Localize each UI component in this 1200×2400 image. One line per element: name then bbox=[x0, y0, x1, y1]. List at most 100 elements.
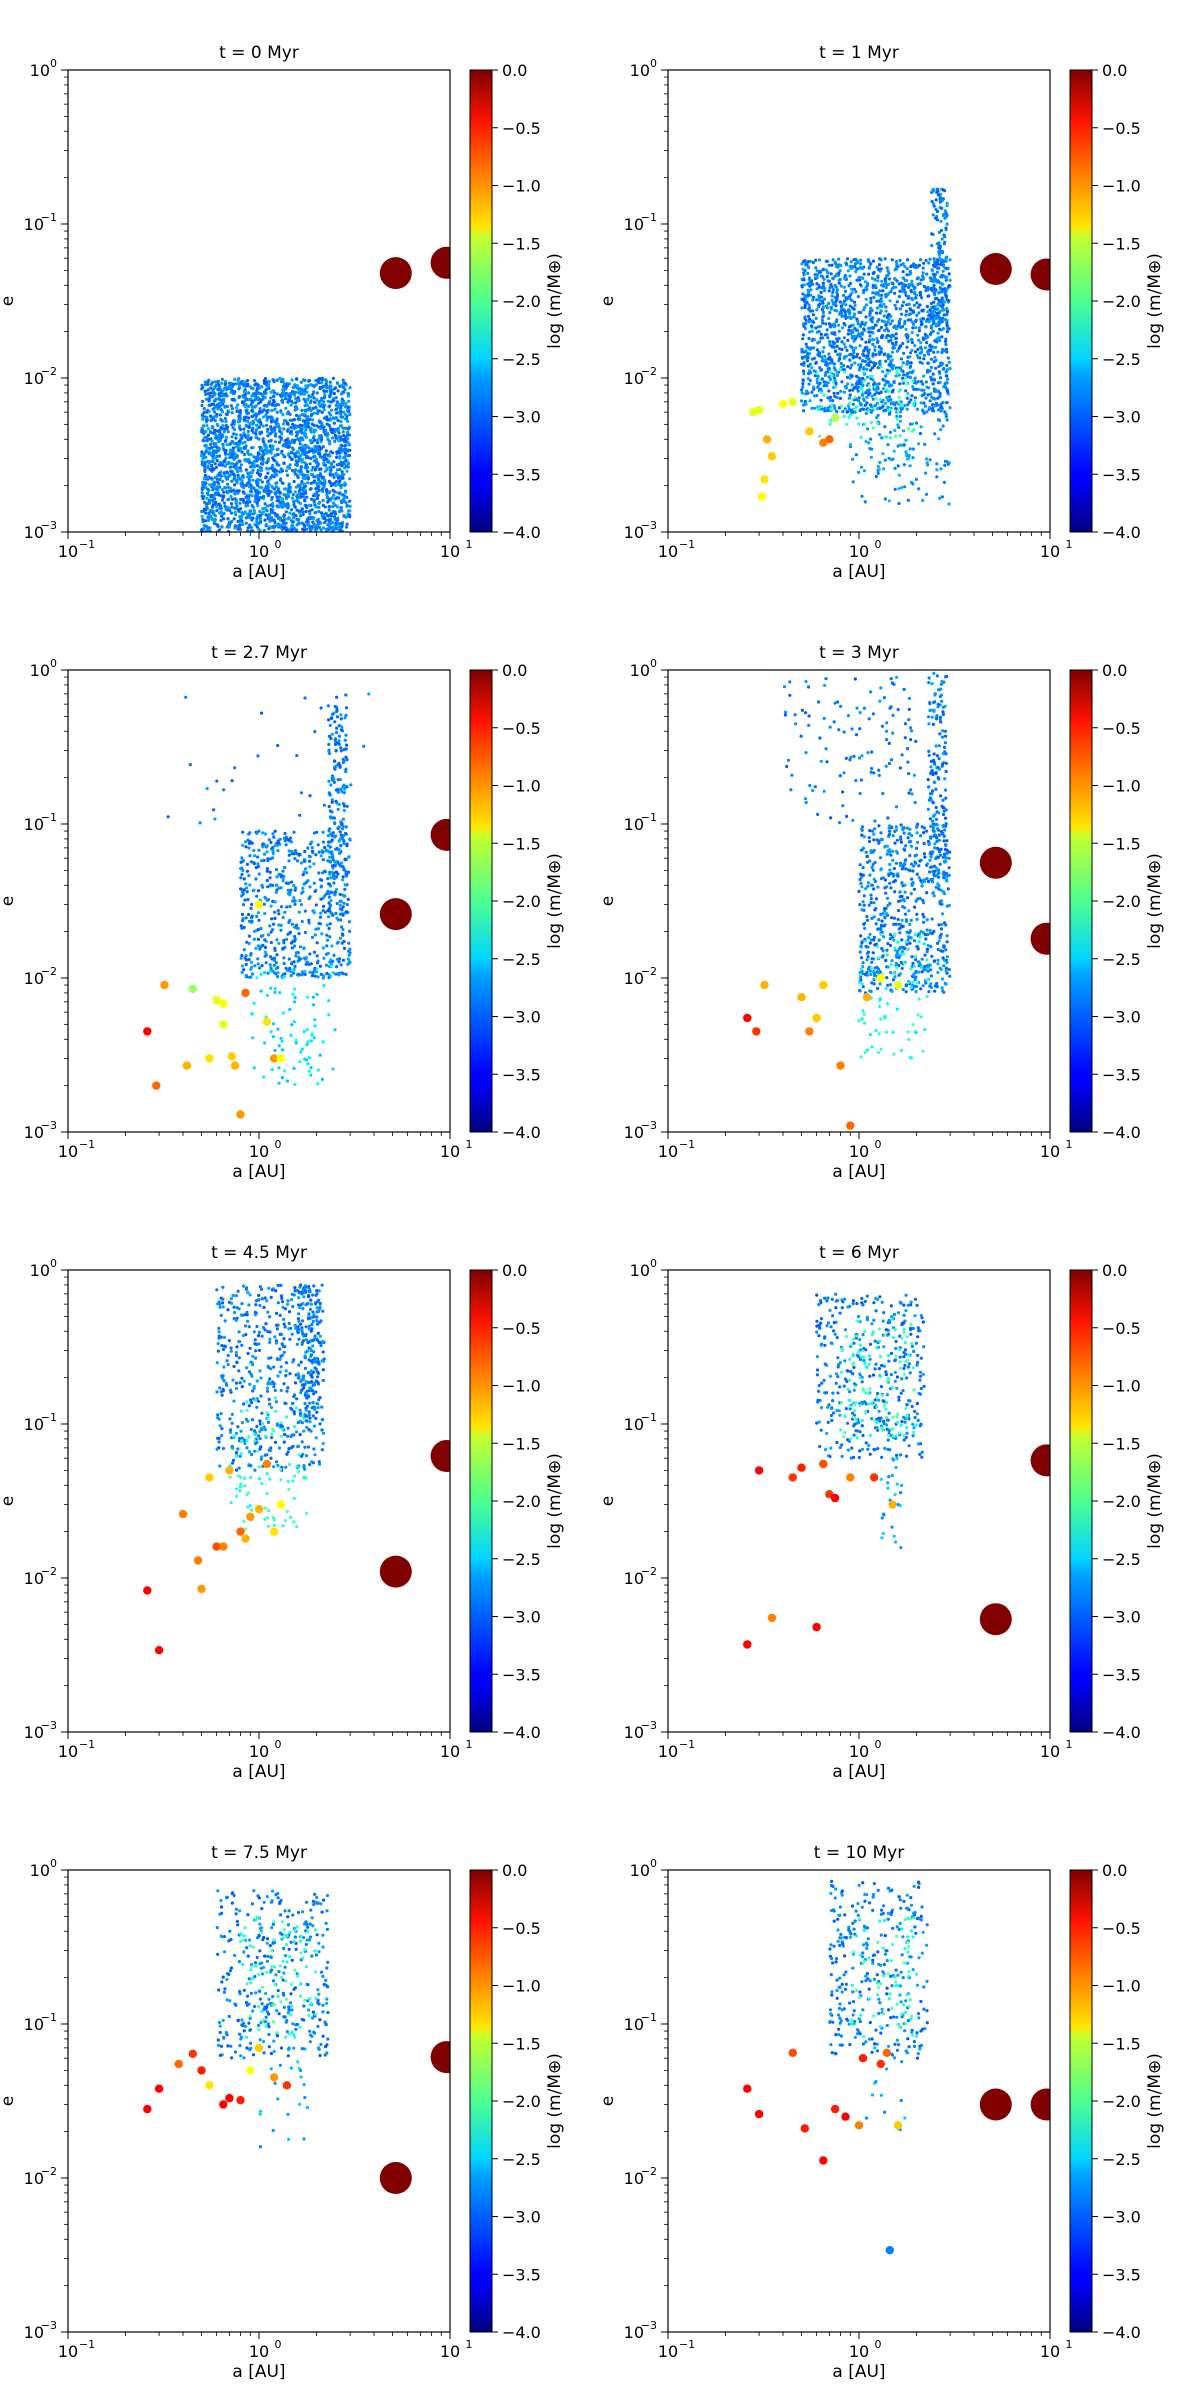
planetesimal-point bbox=[818, 298, 822, 303]
planetesimal-point bbox=[275, 410, 279, 414]
planetesimal-point bbox=[805, 301, 809, 305]
planetesimal-point bbox=[207, 488, 211, 492]
planetesimal-point bbox=[213, 462, 217, 466]
planetesimal-point bbox=[337, 480, 341, 484]
planetesimal-point bbox=[244, 468, 248, 472]
embryo-point bbox=[778, 399, 788, 408]
planetesimal-point bbox=[831, 380, 835, 384]
planetesimal-point bbox=[347, 929, 352, 933]
planetesimal-point bbox=[869, 368, 873, 372]
planetesimal-point bbox=[927, 386, 931, 390]
planetesimal-point bbox=[932, 277, 936, 282]
planetesimal-point bbox=[230, 407, 234, 411]
planetesimal-point bbox=[288, 836, 293, 840]
planetesimal-point bbox=[854, 270, 858, 274]
planetesimal-point bbox=[932, 321, 936, 325]
planetesimal-point bbox=[277, 912, 281, 916]
planetesimal-point bbox=[331, 913, 335, 917]
planetesimal-point bbox=[239, 469, 243, 473]
planetesimal-point bbox=[338, 830, 342, 834]
planetesimal-point bbox=[305, 473, 309, 477]
planetesimal-point bbox=[223, 439, 227, 443]
planetesimal-point bbox=[287, 486, 291, 490]
planetesimal-point bbox=[266, 385, 270, 389]
planetesimal-point bbox=[205, 475, 209, 479]
x-tick-exponent: 1 bbox=[466, 538, 473, 551]
planetesimal-point bbox=[910, 320, 914, 324]
planetesimal-point bbox=[817, 434, 822, 438]
planetesimal-point bbox=[933, 297, 938, 301]
planetesimal-point bbox=[332, 515, 337, 519]
planetesimal-point bbox=[941, 424, 945, 428]
planetesimal-point bbox=[822, 346, 826, 350]
planetesimal-point bbox=[932, 404, 936, 409]
planetesimal-point bbox=[262, 858, 266, 863]
planetesimal-point bbox=[269, 507, 273, 512]
planetesimal-point bbox=[239, 482, 243, 486]
planetesimal-point bbox=[248, 510, 252, 514]
planetesimal-point bbox=[284, 497, 288, 501]
planetesimal-point bbox=[884, 295, 888, 299]
planetesimal-point bbox=[893, 428, 897, 433]
planetesimal-point bbox=[308, 895, 312, 899]
planetesimal-point bbox=[306, 403, 310, 408]
planetesimal-point bbox=[241, 401, 245, 405]
planetesimal-point bbox=[309, 383, 313, 387]
planetesimal-point bbox=[285, 441, 289, 445]
planetesimal-point bbox=[275, 490, 279, 494]
planetesimal-point bbox=[839, 404, 844, 408]
planetesimal-point bbox=[261, 507, 265, 511]
planetesimal-point bbox=[207, 499, 211, 503]
planetesimal-point bbox=[304, 956, 309, 960]
planetesimal-point bbox=[873, 348, 877, 352]
planetesimal-point bbox=[871, 352, 875, 356]
planetesimal-point bbox=[263, 938, 267, 942]
planetesimal-point bbox=[871, 342, 875, 346]
planetesimal-point bbox=[321, 830, 325, 835]
planetesimal-point bbox=[316, 486, 320, 491]
planetesimal-point bbox=[282, 938, 286, 943]
planetesimal-point bbox=[850, 374, 854, 378]
planetesimal-point bbox=[211, 388, 215, 392]
planetesimal-point bbox=[925, 304, 930, 309]
planetesimal-point bbox=[315, 961, 320, 965]
planetesimal-point bbox=[268, 432, 272, 436]
planetesimal-point bbox=[924, 396, 928, 400]
planetesimal-point bbox=[256, 862, 260, 866]
planetesimal-point bbox=[889, 398, 893, 402]
planetesimal-point bbox=[921, 274, 925, 278]
planetesimal-point bbox=[272, 469, 276, 473]
planetesimal-point bbox=[239, 876, 243, 880]
planetesimal-point bbox=[300, 507, 304, 511]
planetesimal-point bbox=[293, 490, 297, 494]
planetesimal-point bbox=[307, 854, 311, 858]
planetesimal-point bbox=[878, 460, 882, 464]
planetesimal-point bbox=[851, 315, 855, 319]
planetesimal-point bbox=[310, 508, 314, 512]
planetesimal-point bbox=[866, 349, 870, 353]
planetesimal-point bbox=[267, 838, 271, 842]
planetesimal-point bbox=[295, 384, 299, 388]
colorbar bbox=[469, 69, 493, 533]
planetesimal-point bbox=[206, 493, 210, 497]
planetesimal-point bbox=[851, 457, 855, 461]
planetesimal-point bbox=[870, 316, 875, 320]
planetesimal-point bbox=[923, 404, 928, 408]
planetesimal-point bbox=[339, 461, 343, 466]
planetesimal-point bbox=[298, 899, 302, 903]
planetesimal-point bbox=[939, 402, 943, 407]
planetesimal-point bbox=[317, 509, 321, 514]
planetesimal-point bbox=[914, 477, 919, 481]
planetesimal-point bbox=[345, 522, 349, 526]
planetesimal-point bbox=[933, 355, 937, 359]
planetesimal-point bbox=[855, 380, 860, 384]
planetesimal-point bbox=[871, 291, 875, 295]
planetesimal-point bbox=[347, 399, 351, 403]
planetesimal-point bbox=[835, 344, 839, 348]
planetesimal-point bbox=[832, 373, 836, 377]
planetesimal-point bbox=[916, 347, 920, 351]
planetesimal-point bbox=[313, 933, 317, 937]
planetesimal-point bbox=[828, 322, 832, 326]
planetesimal-point bbox=[282, 493, 286, 497]
planetesimal-point bbox=[271, 463, 275, 468]
